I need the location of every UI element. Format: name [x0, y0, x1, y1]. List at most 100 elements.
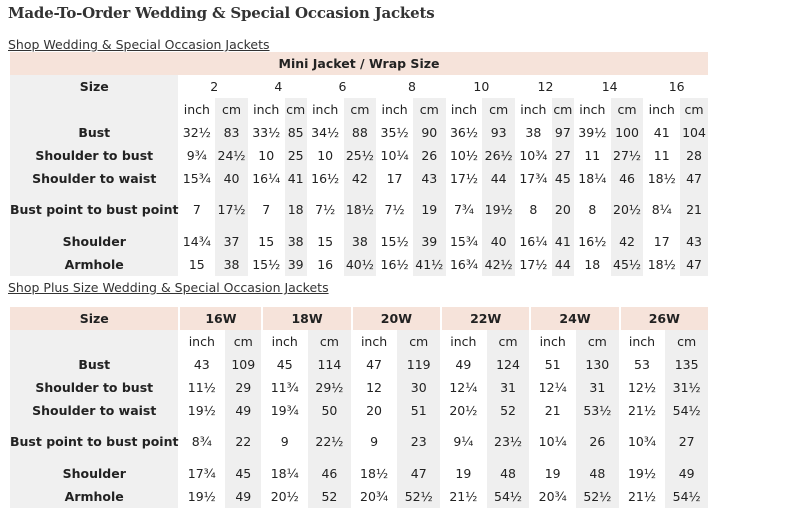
unit-header-row: inch cm inch cm inch cm inch cm inch cm inch cm inch… [10, 98, 708, 121]
inch-value: 18¼ [263, 462, 307, 485]
size-label: Size [10, 75, 179, 98]
unit-inch: inch [180, 98, 214, 121]
cm-value: 51 [397, 399, 441, 422]
size-header-row: Size 2 4 6 8 10 12 14 16 [10, 75, 708, 98]
inch-value: 17¾ [517, 167, 550, 190]
row-label: Bust [10, 121, 179, 144]
row-label: Bust [10, 353, 179, 376]
cm-value: 27 [665, 422, 708, 462]
inch-value: 8 [517, 190, 550, 230]
table-row: Armhole 19½ 49 20½ 52 20¾ 52½ 21½ 54½ 20¾ 52½ 21½ 54… [10, 485, 708, 508]
size-header: 16 [668, 79, 685, 94]
cm-value: 42½ [482, 253, 516, 276]
inch-value: 15¾ [447, 230, 481, 253]
size-header: 26W [620, 307, 708, 330]
inch-value: 7 [249, 190, 283, 230]
inch-value: 20¾ [352, 485, 396, 508]
inch-value: 34½ [308, 121, 342, 144]
cm-value: 54½ [665, 485, 708, 508]
shop-plus-size-jackets-link[interactable]: Shop Plus Size Wedding & Special Occasio… [8, 280, 329, 295]
inch-value: 18 [575, 253, 609, 276]
inch-value: 7½ [378, 190, 411, 230]
table-row: Bust point to bust point 8¾ 22 9 22½ 9 23 9¼ 23½… [10, 422, 708, 462]
cm-value: 26½ [482, 144, 516, 167]
size-header: 4 [274, 79, 283, 94]
unit-cm: cm [412, 98, 446, 121]
page-title: Made-To-Order Wedding & Special Occasion… [8, 4, 435, 22]
inch-value: 10¾ [517, 144, 550, 167]
inch-value: 19½ [620, 462, 664, 485]
cm-value: 45 [551, 167, 574, 190]
cm-value: 27½ [610, 144, 644, 167]
inch-value: 20 [352, 399, 396, 422]
table-row: Shoulder 14¾ 37 15 38 15 38 15½ 39 15¾ 40 16¼ 41 16½ 4… [10, 230, 708, 253]
cm-value: 41 [284, 167, 307, 190]
cm-value: 18 [284, 190, 307, 230]
inch-value: 16½ [378, 253, 411, 276]
unit-cm: cm [284, 98, 307, 121]
unit-cm: cm [576, 330, 619, 353]
inch-value: 43 [180, 353, 224, 376]
inch-value: 10½ [447, 144, 481, 167]
cm-value: 40 [482, 230, 516, 253]
cm-value: 26 [576, 422, 619, 462]
inch-value: 18½ [645, 167, 679, 190]
cm-value: 26 [412, 144, 446, 167]
cm-value: 20 [551, 190, 574, 230]
cm-value: 44 [551, 253, 574, 276]
cm-value: 41 [551, 230, 574, 253]
cm-value: 83 [215, 121, 248, 144]
cm-value: 47 [680, 167, 708, 190]
inch-value: 17½ [447, 167, 481, 190]
cm-value: 23 [397, 422, 441, 462]
cm-value: 29½ [308, 376, 351, 399]
unit-label-empty [10, 98, 179, 121]
cm-value: 49 [225, 485, 262, 508]
inch-value: 12 [352, 376, 396, 399]
unit-inch: inch [249, 98, 283, 121]
inch-value: 39½ [575, 121, 609, 144]
cm-value: 46 [308, 462, 351, 485]
cm-value: 53½ [576, 399, 619, 422]
inch-value: 19½ [180, 399, 224, 422]
inch-value: 8¾ [180, 422, 224, 462]
row-label: Bust point to bust point [10, 190, 179, 230]
inch-value: 20½ [263, 485, 307, 508]
cm-value: 39 [284, 253, 307, 276]
table-row: Shoulder to waist 15¾ 40 16¼ 41 16½ 42 17 43 17½ 4… [10, 167, 708, 190]
cm-value: 38 [284, 230, 307, 253]
cm-value: 40 [215, 167, 248, 190]
inch-value: 10¼ [531, 422, 575, 462]
cm-value: 135 [665, 353, 708, 376]
inch-value: 11 [645, 144, 679, 167]
inch-value: 21 [531, 399, 575, 422]
inch-value: 15 [180, 253, 214, 276]
cm-value: 19 [412, 190, 446, 230]
cm-value: 114 [308, 353, 351, 376]
inch-value: 7½ [308, 190, 342, 230]
cm-value: 42 [343, 167, 377, 190]
size-header: 6 [338, 79, 347, 94]
inch-value: 11 [575, 144, 609, 167]
inch-value: 10¼ [378, 144, 411, 167]
unit-inch: inch [517, 98, 550, 121]
inch-value: 21½ [620, 485, 664, 508]
inch-value: 19¾ [263, 399, 307, 422]
cm-value: 17½ [215, 190, 248, 230]
cm-value: 47 [680, 253, 708, 276]
shop-regular-jackets-link[interactable]: Shop Wedding & Special Occasion Jackets [8, 37, 270, 52]
inch-value: 17 [378, 167, 411, 190]
cm-value: 43 [412, 167, 446, 190]
inch-value: 9¼ [442, 422, 485, 462]
cm-value: 88 [343, 121, 377, 144]
cm-value: 52½ [397, 485, 441, 508]
table-row: Shoulder to bust 11½ 29 11¾ 29½ 12 30 12¼ 31 12¼ 3… [10, 376, 708, 399]
unit-cm: cm [397, 330, 441, 353]
unit-inch: inch [378, 98, 411, 121]
inch-value: 17¾ [180, 462, 224, 485]
unit-cm: cm [680, 98, 708, 121]
cm-value: 46 [610, 167, 644, 190]
unit-cm: cm [225, 330, 262, 353]
cm-value: 21 [680, 190, 708, 230]
row-label: Armhole [10, 253, 179, 276]
